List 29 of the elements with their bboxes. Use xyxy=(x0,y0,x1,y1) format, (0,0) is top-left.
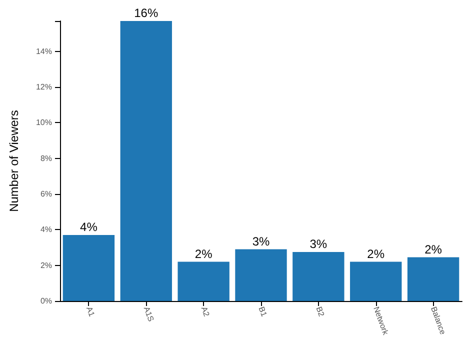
y-tick-label: 8% xyxy=(40,154,52,163)
data-label: 2% xyxy=(424,242,442,256)
bar xyxy=(292,252,344,301)
data-label: 3% xyxy=(310,236,328,251)
x-tick-label: A2 xyxy=(199,305,212,318)
x-tick-label: A1 xyxy=(84,305,96,318)
y-tick-label: 14% xyxy=(36,46,52,56)
y-axis-title: Number of Viewers xyxy=(7,110,21,212)
bar xyxy=(350,262,402,301)
x-tick-label: B2 xyxy=(314,305,326,318)
data-label: 4% xyxy=(80,220,98,234)
y-tick-label: 12% xyxy=(36,82,52,92)
y-tick-label: 0% xyxy=(40,296,52,306)
bar xyxy=(178,262,230,301)
y-tick-label: 2% xyxy=(40,260,52,270)
bar xyxy=(120,21,172,301)
y-tick-label: 4% xyxy=(40,225,52,234)
bar xyxy=(62,235,115,301)
data-label: 2% xyxy=(367,246,385,261)
x-tick-label: A1S xyxy=(142,305,156,323)
y-tick-label: 6% xyxy=(40,189,52,198)
y-tick-label: 10% xyxy=(36,118,52,128)
data-label: 3% xyxy=(252,234,270,248)
bar xyxy=(235,249,287,301)
x-tick-label: Balance xyxy=(429,305,448,336)
x-tick-label: B1 xyxy=(256,305,269,318)
bar xyxy=(407,257,460,301)
data-label: 16% xyxy=(134,6,158,20)
data-label: 2% xyxy=(194,246,213,261)
